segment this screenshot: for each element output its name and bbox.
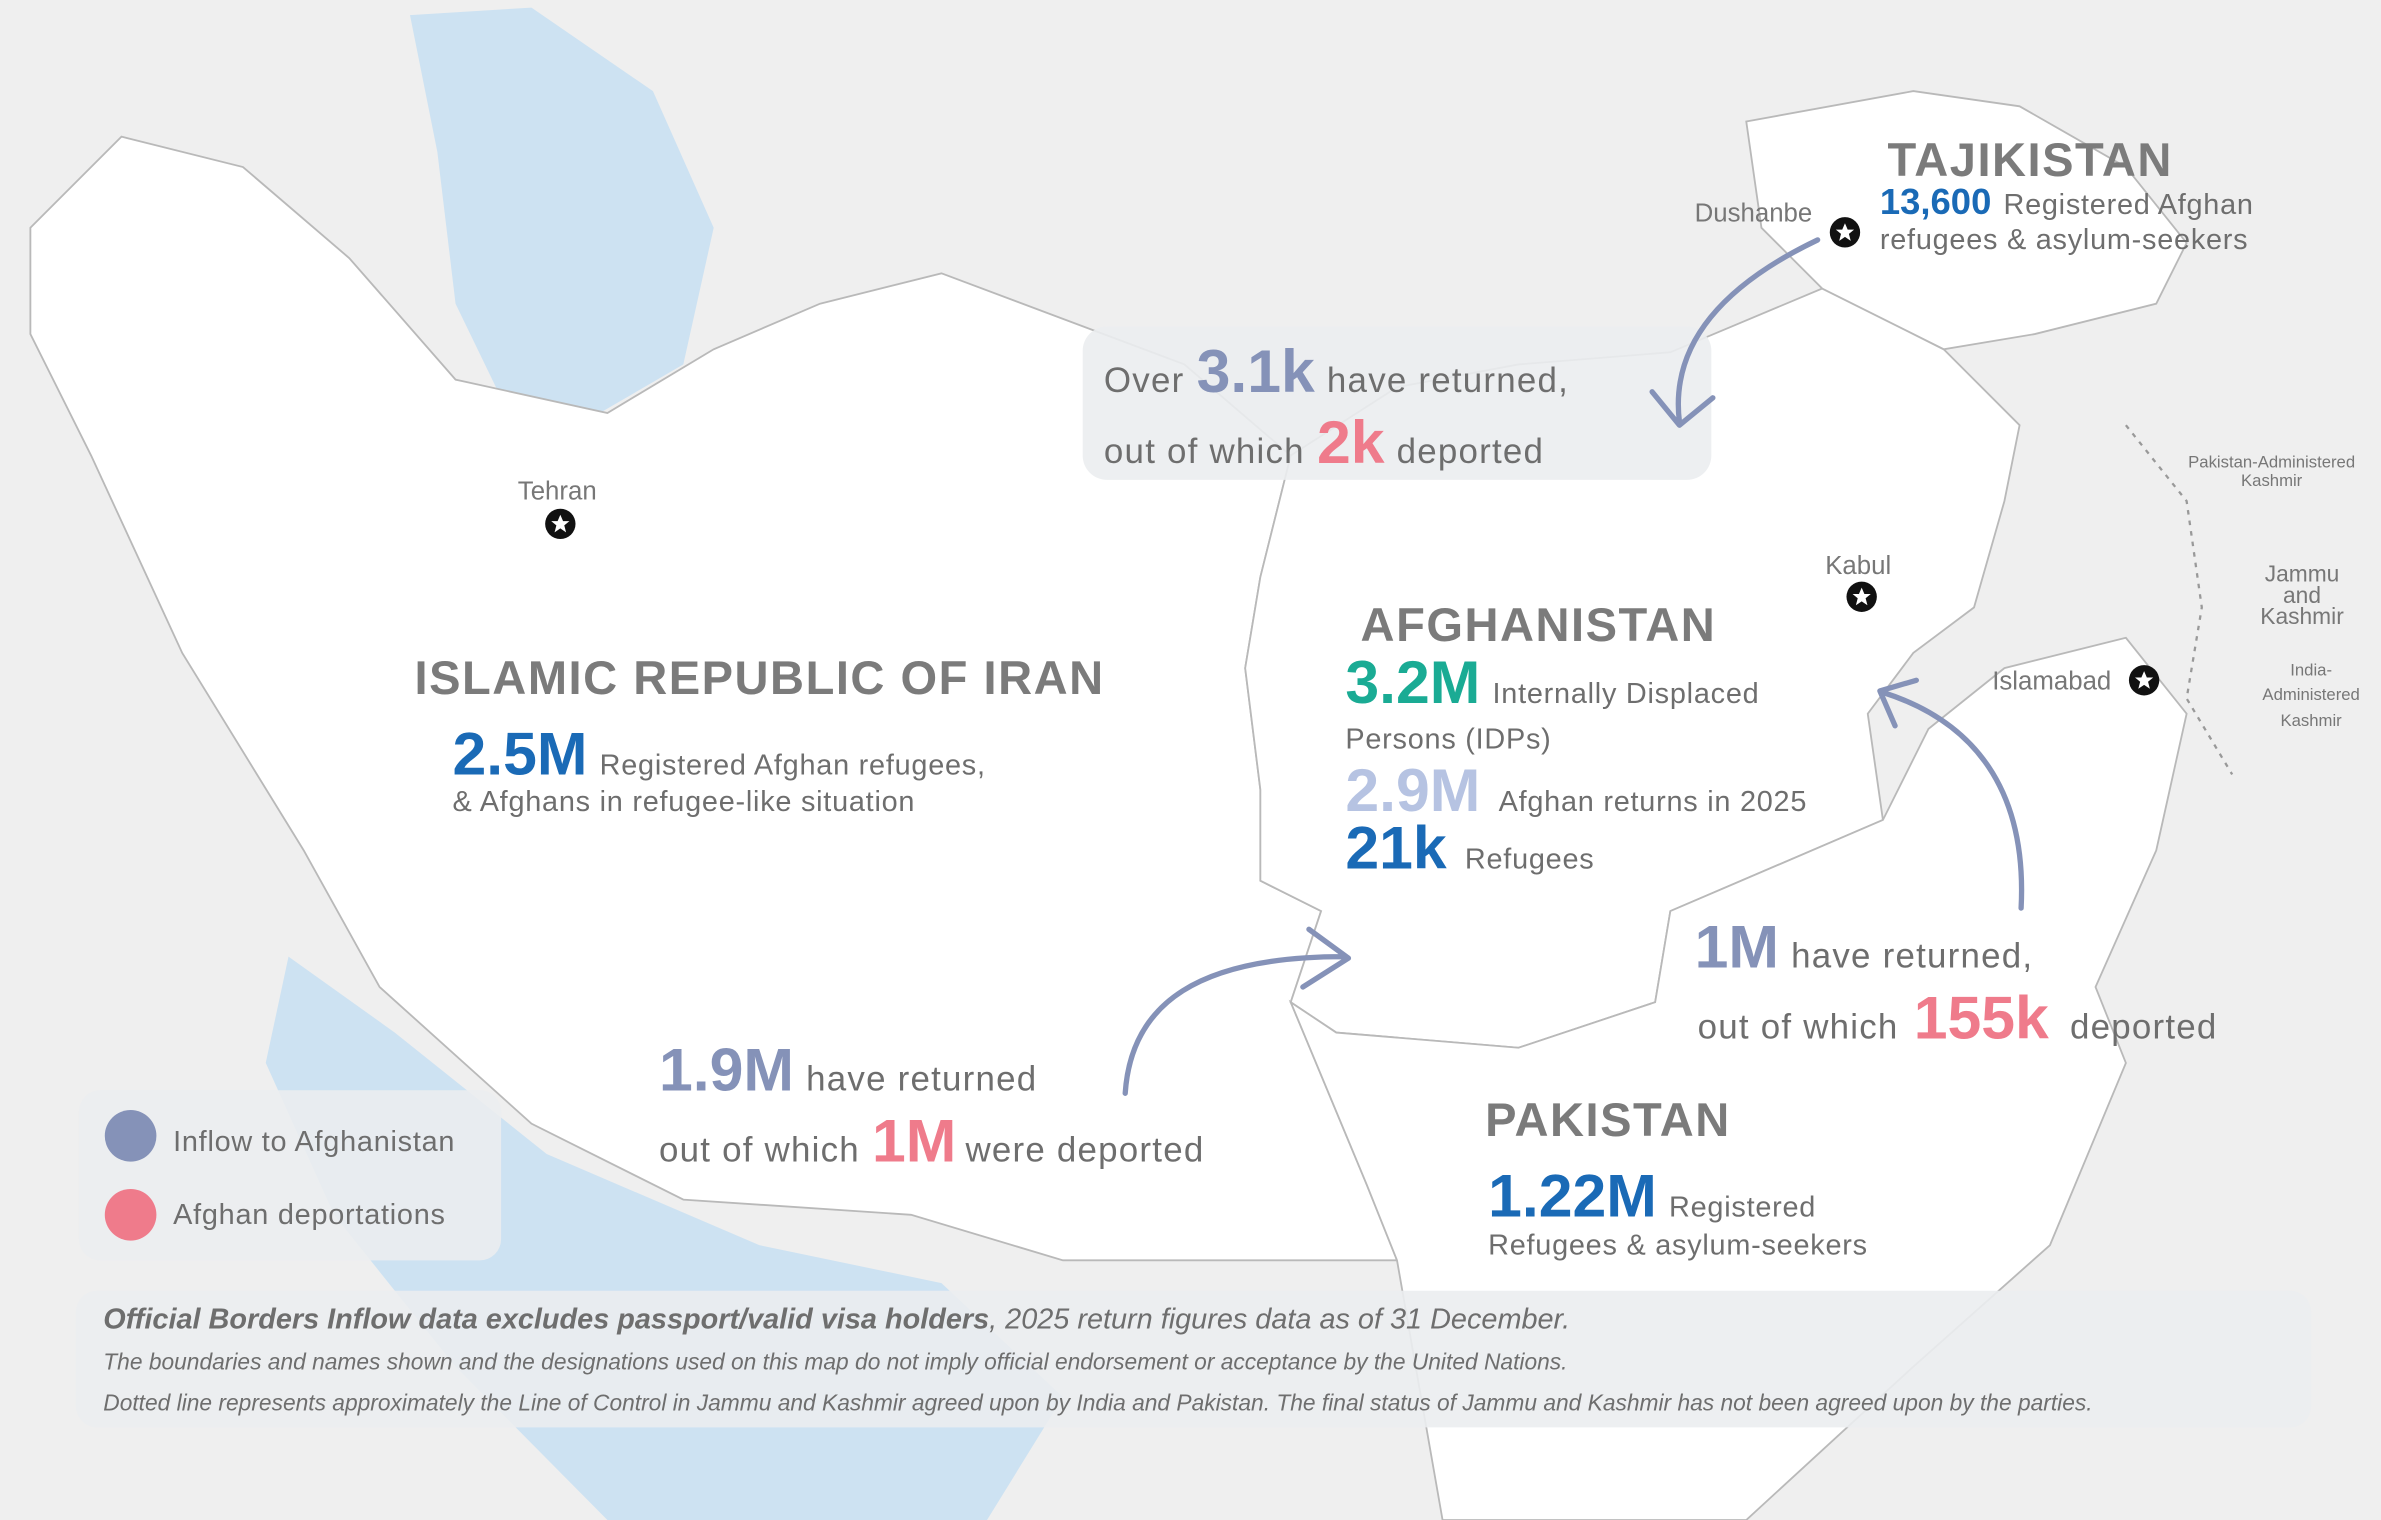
returned-figure: 1M (1695, 912, 1779, 980)
returned-figure: 3.1k (1197, 337, 1315, 405)
flow-line: out of which 155k deported (1698, 984, 2218, 1052)
flow-text: deported (2070, 1008, 2218, 1047)
region-label: Pakistan-Administered Kashmir (2188, 453, 2355, 490)
stat-text: Persons (IDPs) (1345, 724, 1551, 756)
legend-label: Afghan deportations (173, 1199, 446, 1231)
figure: 2.5M (453, 719, 588, 787)
pakistan-stat: 1.22M Registered (1488, 1161, 1816, 1229)
figure: 1.22M (1488, 1161, 1657, 1229)
legend-swatch (104, 1188, 157, 1241)
region-label-line: Administered (2262, 685, 2359, 704)
arrow-pakistan (1877, 677, 2025, 911)
idp-stat: 3.2M Internally Displaced (1345, 648, 1759, 716)
country-name: AFGHANISTAN (1361, 598, 1717, 651)
stat-text: refugees & asylum-seekers (1880, 224, 2248, 256)
flow-text: Over (1104, 361, 1185, 400)
footnote-line: The boundaries and names shown and the d… (103, 1349, 1567, 1375)
stat-text: Afghan returns in 2025 (1499, 786, 1808, 818)
tajikistan-flow-box (1082, 326, 1712, 480)
figure: 2.9M (1345, 756, 1480, 824)
region-label-line: Kashmir (2260, 603, 2344, 629)
stat-text: Registered Afghan (2003, 189, 2253, 221)
footnote-bold: Official Borders Inflow data excludes pa… (103, 1304, 989, 1336)
footnote-box (75, 1290, 2312, 1428)
flow-text: were deported (965, 1131, 1205, 1170)
stat-text: Internally Displaced (1493, 678, 1760, 710)
legend-box (78, 1090, 502, 1261)
flow-line: Over 3.1k have returned, (1104, 337, 1569, 405)
region-label-line: India- (2290, 661, 2332, 680)
stat-text: Refugees (1465, 844, 1595, 876)
stat-text: Registered (1669, 1191, 1816, 1223)
country-name: ISLAMIC REPUBLIC OF IRAN (415, 651, 1105, 704)
flow-text: have returned (806, 1059, 1037, 1098)
flow-text: out of which (1698, 1008, 1899, 1047)
caspian-sea (410, 7, 714, 414)
figure: 3.2M (1345, 648, 1480, 716)
refugees-stat: 21k Refugees (1345, 814, 1594, 882)
region-label-line: Pakistan-Administered (2188, 453, 2355, 472)
stat-text: Registered Afghan refugees, (600, 749, 986, 781)
city-label: Kabul (1825, 552, 1891, 580)
country-name: PAKISTAN (1485, 1093, 1731, 1146)
flow-text: deported (1397, 432, 1545, 471)
region-label-line: and (2283, 582, 2321, 608)
city-markers (545, 217, 2160, 696)
flow-text: have returned, (1327, 361, 1569, 400)
deported-figure: 155k (1914, 984, 2049, 1052)
flow-line: out of which 2k deported (1104, 408, 1544, 476)
returns-stat: 2.9M Afghan returns in 2025 (1345, 756, 1807, 824)
region-label-line: Kashmir (2281, 711, 2343, 730)
footnote-main: Official Borders Inflow data excludes pa… (103, 1304, 1570, 1336)
legend-swatch (104, 1110, 157, 1162)
flow-text: out of which (1104, 432, 1305, 471)
flow-line: 1.9M have returned (659, 1035, 1037, 1103)
region-label-line: Jammu (2265, 561, 2340, 587)
stat-text: & Afghans in refugee-like situation (453, 786, 916, 818)
returned-figure: 1.9M (659, 1035, 794, 1103)
flow-line: 1M have returned, (1695, 912, 2034, 980)
figure: 21k (1345, 814, 1447, 882)
arrow-tajikistan (1649, 237, 1821, 428)
city-label: Dushanbe (1695, 200, 1813, 228)
figure: 13,600 (1880, 181, 1991, 222)
flow-text: out of which (659, 1131, 860, 1170)
region-label-line: Kashmir (2241, 471, 2303, 490)
region-label: India- Administered Kashmir (2262, 661, 2359, 730)
flow-line: out of which 1M were deported (659, 1107, 1204, 1175)
footnote-rest: , 2025 return figures data as of 31 Dece… (989, 1304, 1570, 1336)
stat-text: Refugees & asylum-seekers (1488, 1229, 1868, 1261)
tajikistan-stat: 13,600 Registered Afghan (1880, 181, 2254, 222)
region-label: Jammu and Kashmir (2260, 561, 2344, 630)
city-label: Tehran (518, 478, 597, 506)
arrow-iran (1122, 926, 1352, 1096)
legend-label: Inflow to Afghanistan (173, 1126, 455, 1158)
iran-stat: 2.5M Registered Afghan refugees, (453, 719, 986, 787)
footnote-line: Dotted line represents approximately the… (103, 1390, 2092, 1416)
deported-figure: 2k (1317, 408, 1385, 476)
tajikistan-shape (1745, 90, 2188, 351)
flow-text: have returned, (1791, 936, 2033, 975)
line-of-control (2124, 424, 2234, 776)
country-name: TAJIKISTAN (1887, 133, 2172, 186)
deported-figure: 1M (872, 1107, 956, 1175)
city-label: Islamabad (1992, 667, 2111, 695)
